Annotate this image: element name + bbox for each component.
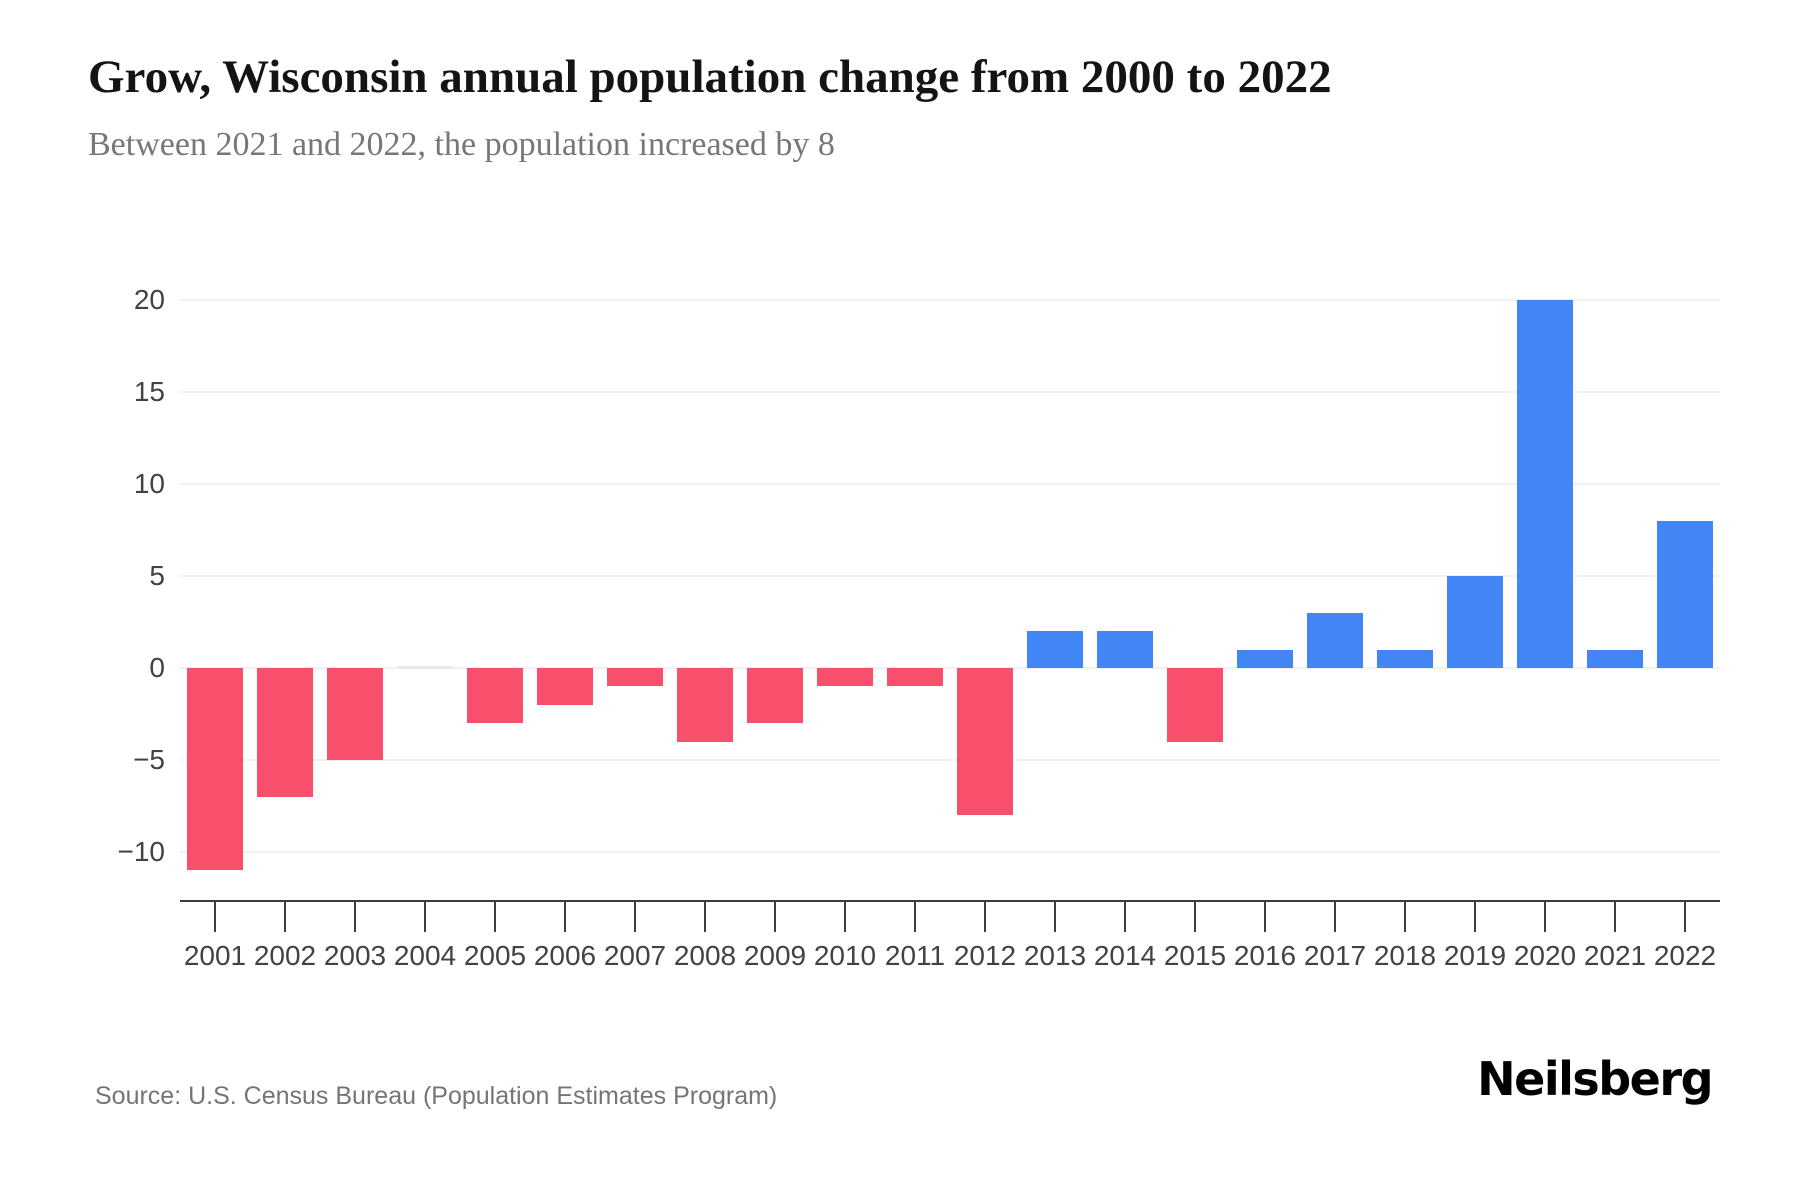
x-axis-tick-2019: [1474, 900, 1476, 932]
y-gridline-5: [180, 575, 1720, 577]
y-axis-tick-label: 0: [149, 652, 165, 683]
x-axis-label-2017: 2017: [1303, 940, 1367, 971]
x-axis-tick-2022: [1684, 900, 1686, 932]
bar-2001: [187, 668, 243, 871]
bar-2006: [537, 668, 593, 705]
y-axis-tick-label: 20: [133, 284, 165, 315]
x-axis-tick-2001: [214, 900, 216, 932]
x-axis-label-2011: 2011: [884, 940, 946, 971]
bar-2003: [327, 668, 383, 760]
x-axis-label-2019: 2019: [1443, 940, 1507, 971]
x-axis-label-2003: 2003: [323, 940, 387, 971]
x-axis-tick-2009: [774, 900, 776, 932]
x-axis-label-2009: 2009: [743, 940, 807, 971]
chart-title: Grow, Wisconsin annual population change…: [88, 51, 1332, 103]
x-axis-tick-2011: [914, 900, 916, 932]
bar-2014: [1097, 631, 1153, 668]
x-axis-label-2022: 2022: [1653, 940, 1717, 971]
bar-2018: [1377, 649, 1433, 668]
x-axis-line: [180, 900, 1720, 902]
x-axis-tick-2010: [844, 900, 846, 932]
bar-2009: [747, 668, 803, 724]
bar-2022: [1657, 520, 1713, 668]
x-axis-label-2005: 2005: [463, 940, 527, 971]
x-axis-label-2006: 2006: [533, 940, 597, 971]
x-axis-label-2008: 2008: [673, 940, 737, 971]
x-axis-label-2020: 2020: [1513, 940, 1577, 971]
bar-2010: [817, 668, 873, 687]
source-attribution: Source: U.S. Census Bureau (Population E…: [95, 1082, 778, 1110]
y-gridline-15: [180, 391, 1720, 393]
x-axis-label-2014: 2014: [1093, 940, 1157, 971]
x-axis-tick-2006: [564, 900, 566, 932]
x-axis-label-2010: 2010: [813, 940, 877, 971]
x-axis-tick-2007: [634, 900, 636, 932]
chart-subtitle: Between 2021 and 2022, the population in…: [88, 126, 835, 164]
x-axis-tick-2005: [494, 900, 496, 932]
y-axis-tick-label: 10: [133, 468, 165, 499]
x-axis-tick-2021: [1614, 900, 1616, 932]
bar-2012: [957, 668, 1013, 816]
bar-2011: [887, 668, 943, 687]
x-axis-tick-2018: [1404, 900, 1406, 932]
y-gridline-0: [180, 667, 1720, 669]
y-gridline--5: [180, 759, 1720, 761]
x-axis-tick-2017: [1334, 900, 1336, 932]
x-axis-tick-2013: [1054, 900, 1056, 932]
bar-2015: [1167, 668, 1223, 742]
bar-2002: [257, 668, 313, 797]
y-gridline-10: [180, 483, 1720, 485]
x-axis-tick-2020: [1544, 900, 1546, 932]
bar-2017: [1307, 612, 1363, 668]
y-axis-tick-label: −10: [117, 836, 166, 867]
x-axis-tick-2014: [1124, 900, 1126, 932]
chart-header: Grow, Wisconsin annual population change…: [88, 50, 1738, 164]
bar-2004: [397, 666, 453, 669]
x-axis-label-2015: 2015: [1163, 940, 1227, 971]
y-gridline--10: [180, 851, 1720, 853]
bar-2007: [607, 668, 663, 687]
x-axis-label-2007: 2007: [603, 940, 667, 971]
bar-2013: [1027, 631, 1083, 668]
x-axis-label-2018: 2018: [1373, 940, 1437, 971]
bar-2005: [467, 668, 523, 724]
bar-2019: [1447, 576, 1503, 668]
y-axis-tick-label: 5: [149, 560, 165, 591]
x-axis-tick-2003: [354, 900, 356, 932]
x-axis-label-2021: 2021: [1583, 940, 1647, 971]
x-axis-label-2016: 2016: [1233, 940, 1297, 971]
x-axis-label-2004: 2004: [393, 940, 457, 971]
bar-2020: [1517, 300, 1573, 668]
bar-2008: [677, 668, 733, 742]
neilsberg-logo: Neilsberg: [1477, 1052, 1713, 1106]
x-axis-tick-2004: [424, 900, 426, 932]
x-axis-tick-2016: [1264, 900, 1266, 932]
x-axis-tick-2008: [704, 900, 706, 932]
x-axis-tick-2002: [284, 900, 286, 932]
y-axis-tick-label: −5: [133, 744, 165, 775]
y-axis-tick-label: 15: [133, 376, 165, 407]
x-axis-label-2012: 2012: [953, 940, 1017, 971]
x-axis-tick-2015: [1194, 900, 1196, 932]
x-axis-label-2001: 2001: [183, 940, 247, 971]
bar-2016: [1237, 649, 1293, 668]
x-axis-tick-2012: [984, 900, 986, 932]
y-gridline-20: [180, 299, 1720, 301]
x-axis-label-2013: 2013: [1023, 940, 1087, 971]
x-axis-label-2002: 2002: [253, 940, 317, 971]
bar-2021: [1587, 649, 1643, 668]
bar-chart-plot-area: 20 15 10 5 0 −5 −10 2001 2002 2003 2004 2005 2006 200…: [0, 250, 1800, 1020]
